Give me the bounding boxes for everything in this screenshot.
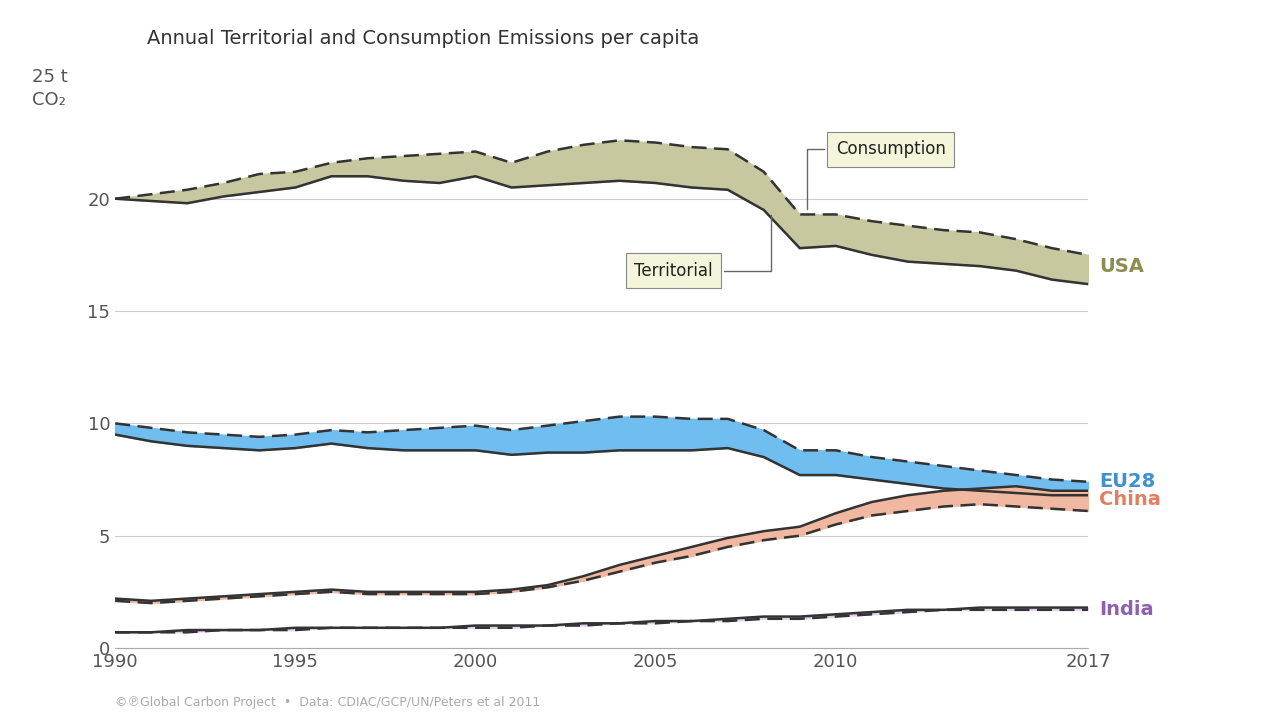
Text: EU28: EU28 — [1098, 472, 1155, 491]
Text: India: India — [1098, 600, 1153, 619]
Text: Annual Territorial and Consumption Emissions per capita: Annual Territorial and Consumption Emiss… — [147, 29, 699, 48]
Text: China: China — [1098, 490, 1161, 509]
Text: Consumption: Consumption — [806, 140, 946, 210]
Text: Territorial: Territorial — [635, 215, 771, 279]
Text: 25 t
CO₂: 25 t CO₂ — [32, 68, 68, 109]
Text: USA: USA — [1098, 256, 1144, 276]
Text: ©℗Global Carbon Project  •  Data: CDIAC/GCP/UN/Peters et al 2011: ©℗Global Carbon Project • Data: CDIAC/GC… — [115, 696, 540, 708]
